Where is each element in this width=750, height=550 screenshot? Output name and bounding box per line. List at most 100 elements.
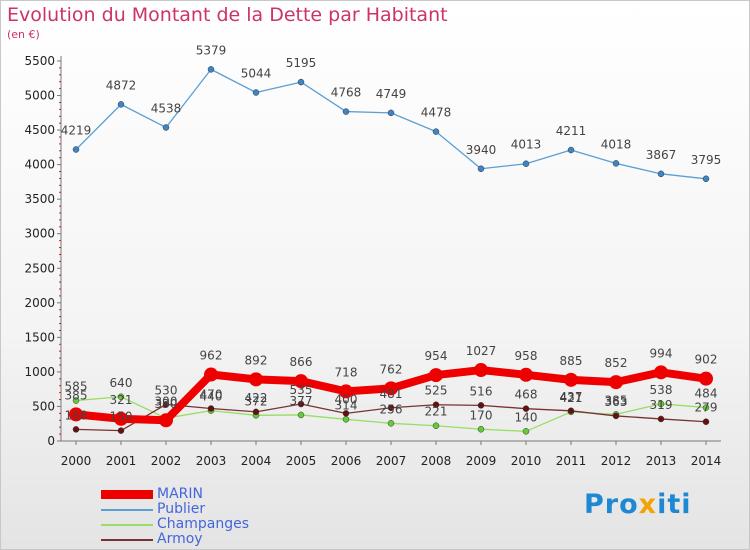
data-point-marin [69, 407, 83, 422]
x-tick-label: 2001 [106, 454, 137, 468]
x-tick-label: 2011 [556, 454, 587, 468]
data-point-marin [384, 381, 398, 396]
y-tick-label: 5500 [24, 54, 55, 68]
x-tick-label: 2004 [241, 454, 272, 468]
legend-label-publier: Publier [157, 501, 206, 517]
data-label-publier: 3867 [646, 148, 677, 162]
y-tick-label: 0 [47, 434, 55, 448]
data-point-publier [252, 89, 260, 96]
data-label-champanges: 421 [560, 391, 583, 405]
data-point-armoy [117, 427, 125, 434]
data-point-publier [522, 160, 530, 167]
data-point-publier [117, 101, 125, 108]
data-label-marin: 321 [110, 393, 133, 407]
data-point-champanges [657, 400, 665, 408]
legend-swatch-publier [101, 509, 153, 511]
data-label-marin: 718 [335, 365, 358, 379]
brand-logo-part: x [638, 489, 658, 520]
y-tick-label: 2500 [24, 261, 55, 275]
legend-swatch-armoy [101, 539, 153, 541]
data-point-armoy [72, 426, 80, 433]
chart-subtitle: (en €) [7, 28, 40, 41]
y-tick-label: 4000 [24, 158, 55, 172]
data-label-publier: 5195 [286, 56, 317, 70]
data-label-armoy: 535 [290, 383, 313, 397]
x-tick-label: 2006 [331, 454, 362, 468]
data-point-champanges [702, 404, 710, 411]
data-label-publier: 4538 [151, 101, 182, 115]
data-label-publier: 5044 [241, 67, 272, 81]
data-label-champanges: 385 [605, 393, 628, 407]
data-point-champanges [342, 416, 350, 423]
data-label-champanges: 330 [155, 397, 178, 411]
data-point-armoy [252, 408, 260, 416]
data-label-champanges: 377 [290, 394, 313, 408]
data-label-publier: 4749 [376, 87, 407, 101]
data-label-armoy: 481 [380, 387, 403, 401]
data-point-marin [609, 375, 623, 390]
data-label-armoy: 525 [425, 384, 448, 398]
data-point-armoy [657, 415, 665, 423]
x-tick-label: 2012 [601, 454, 632, 468]
data-point-armoy [387, 404, 395, 412]
data-label-marin: 892 [245, 353, 268, 367]
series-line-publier [75, 68, 707, 180]
data-point-champanges [72, 397, 80, 404]
x-tick-label: 2008 [421, 454, 452, 468]
data-point-marin [564, 372, 578, 387]
data-label-armoy: 468 [515, 388, 538, 402]
data-label-champanges: 640 [110, 376, 133, 390]
data-point-champanges [522, 428, 530, 435]
data-point-publier [297, 78, 305, 86]
data-label-marin: 954 [425, 349, 448, 363]
data-label-publier: 5379 [196, 43, 227, 57]
brand-logo-part: Pro [584, 489, 639, 520]
data-label-armoy: 319 [650, 398, 673, 412]
y-tick-label: 1500 [24, 330, 55, 344]
data-point-marin [429, 368, 443, 383]
x-tick-label: 2003 [196, 454, 227, 468]
data-point-marin [339, 384, 353, 399]
data-label-champanges: 484 [695, 387, 718, 401]
data-point-publier [477, 165, 485, 173]
x-tick-label: 2000 [61, 454, 92, 468]
y-tick-label: 3000 [24, 227, 55, 241]
data-label-publier: 4768 [331, 86, 362, 100]
y-tick-label: 500 [32, 399, 55, 413]
data-label-champanges: 256 [380, 402, 403, 416]
data-point-marin [159, 413, 173, 428]
data-point-publier [72, 146, 80, 153]
x-tick-label: 2007 [376, 454, 407, 468]
data-label-publier: 4872 [106, 78, 137, 92]
data-point-champanges [432, 422, 440, 429]
data-label-armoy: 516 [470, 384, 493, 398]
data-label-marin: 962 [200, 349, 223, 363]
data-label-armoy: 279 [695, 401, 718, 415]
x-tick-label: 2014 [691, 454, 722, 468]
x-tick-label: 2005 [286, 454, 317, 468]
data-point-armoy [567, 407, 575, 415]
data-point-champanges [387, 420, 395, 427]
data-label-marin: 902 [695, 353, 718, 367]
data-point-marin [204, 367, 218, 382]
data-point-marin [519, 367, 533, 382]
brand-logo-part: iti [657, 489, 692, 520]
y-tick-label: 3500 [24, 192, 55, 206]
data-point-marin [699, 371, 713, 386]
data-label-marin: 958 [515, 349, 538, 363]
data-label-champanges: 372 [245, 394, 268, 408]
data-label-publier: 4211 [556, 124, 587, 138]
legend-swatch-marin [101, 490, 153, 499]
brand-logo: Proxiti [584, 489, 692, 520]
data-label-champanges: 221 [425, 405, 448, 419]
data-point-marin [114, 411, 128, 426]
y-tick-label: 4500 [24, 123, 55, 137]
data-point-champanges [477, 426, 485, 433]
data-point-marin [249, 372, 263, 387]
y-tick-label: 1000 [24, 365, 55, 379]
legend-label-marin: MARIN [157, 486, 203, 502]
data-label-marin: 866 [290, 355, 313, 369]
data-label-armoy: 437 [560, 390, 583, 404]
